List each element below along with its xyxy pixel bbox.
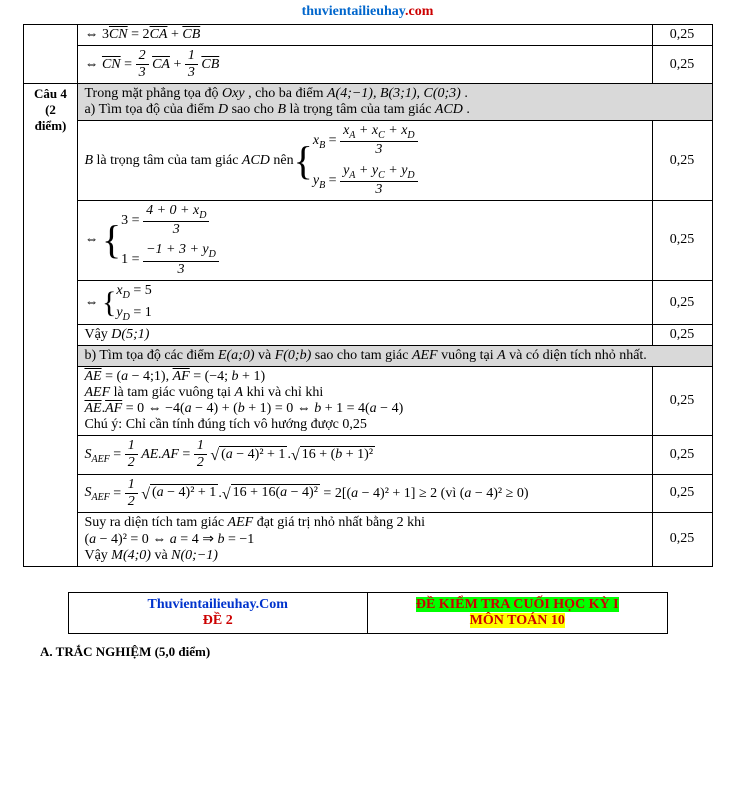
footer-right: ĐỀ KIỂM TRA CUỐI HỌC KỲ I MÔN TOÁN 10 bbox=[368, 592, 668, 633]
row1a-score: 0,25 bbox=[652, 25, 712, 46]
row10-score: 0,25 bbox=[652, 474, 712, 512]
solution-table: ⇔ 3CN = 2CA + CB 0,25 ⇔ CN = 23 CA + 13 … bbox=[23, 24, 713, 567]
row11-score: 0,25 bbox=[652, 512, 712, 566]
row6-content: Vậy D(5;1) bbox=[78, 325, 652, 346]
footer-table: Thuvientailieuhay.Com ĐỀ 2 ĐỀ KIỂM TRA C… bbox=[68, 592, 668, 634]
row10-content: SAEF = 12 √(a − 4)² + 1.√16 + 16(a − 4)²… bbox=[78, 474, 652, 512]
footer-right-line2: MÔN TOÁN 10 bbox=[470, 613, 565, 628]
footer-left-line1: Thuvientailieuhay.Com bbox=[148, 597, 288, 612]
footer-right-line1: ĐỀ KIỂM TRA CUỐI HỌC KỲ I bbox=[416, 597, 619, 612]
row1-label-cell bbox=[23, 25, 78, 84]
row3-score: 0,25 bbox=[652, 121, 712, 201]
q4-label: Câu 4 (2 điểm) bbox=[23, 84, 78, 567]
row9-score: 0,25 bbox=[652, 436, 712, 474]
header-part2: .com bbox=[405, 4, 433, 19]
footer-left-line2: ĐỀ 2 bbox=[203, 613, 233, 628]
footer-left: Thuvientailieuhay.Com ĐỀ 2 bbox=[68, 592, 368, 633]
row1b-content: ⇔ CN = 23 CA + 13 CB bbox=[78, 46, 652, 84]
row5-score: 0,25 bbox=[652, 280, 712, 325]
row8-score: 0,25 bbox=[652, 367, 712, 436]
row5-content: ⇔ { xD = 5 yD = 1 bbox=[78, 280, 652, 325]
q4-question: Trong mặt phẳng tọa độ Oxy , cho ba điểm… bbox=[78, 84, 712, 121]
row4-score: 0,25 bbox=[652, 200, 712, 280]
row6-score: 0,25 bbox=[652, 325, 712, 346]
row7-content: b) Tìm tọa độ các điểm E(a;0) và F(0;b) … bbox=[78, 346, 712, 367]
row8-content: AE = (a − 4;1), AF = (−4; b + 1) AEF là … bbox=[78, 367, 652, 436]
row3-content: B là trọng tâm của tam giác ACD nên { xB… bbox=[78, 121, 652, 201]
bottom-section-title: A. TRẮC NGHIỆM (5,0 điểm) bbox=[40, 644, 735, 660]
row9-content: SAEF = 12 AE.AF = 12 √(a − 4)² + 1.√16 +… bbox=[78, 436, 652, 474]
row1b-score: 0,25 bbox=[652, 46, 712, 84]
row1a-content: ⇔ 3CN = 2CA + CB bbox=[78, 25, 652, 46]
header-part1: thuvientailieuhay bbox=[302, 4, 405, 19]
row4-content: ⇔ { 3 = 4 + 0 + xD3 1 = −1 + 3 + yD3 bbox=[78, 200, 652, 280]
row11-content: Suy ra diện tích tam giác AEF đạt giá tr… bbox=[78, 512, 652, 566]
page-header: thuvientailieuhay.com bbox=[0, 0, 735, 24]
